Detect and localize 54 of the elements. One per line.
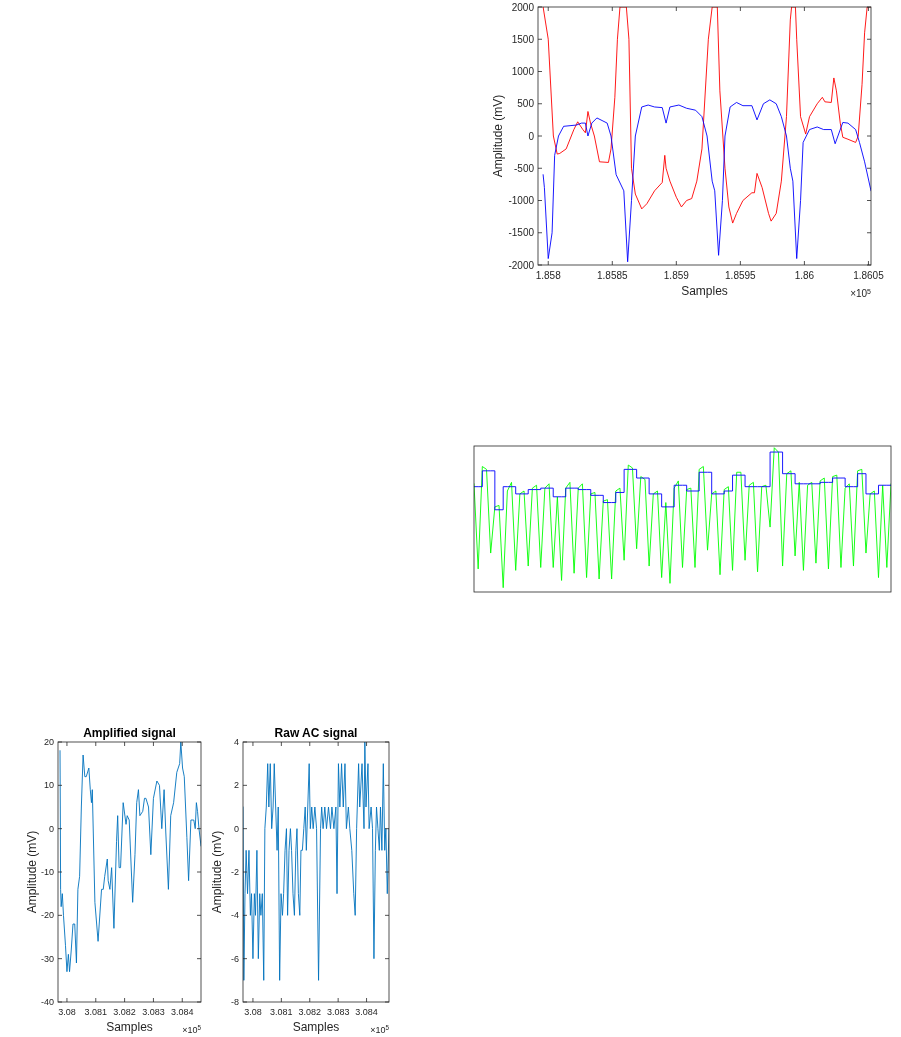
y-tick-label: 0 — [233, 823, 239, 834]
x-tick-label: 3.08 — [244, 1007, 262, 1017]
x-tick-label: 1.859 — [663, 270, 690, 281]
y-axis-title: Amplitude (mV) — [210, 830, 224, 914]
x-tick-label: 1.8605 — [853, 270, 885, 281]
y-tick-label: 500 — [517, 98, 535, 110]
y-tick-label: 1500 — [511, 33, 535, 45]
x-tick-label: 3.084 — [355, 1007, 378, 1017]
y-tick-label: -20 — [40, 910, 54, 921]
x-tick-label: 3.081 — [270, 1007, 293, 1017]
x-tick-label: 3.084 — [170, 1007, 194, 1017]
y-tick-label: -500 — [513, 162, 535, 174]
text: ×10$^{5}$ — [182, 1023, 202, 1035]
chart-title: Amplified signal — [83, 726, 176, 740]
y-tick-label: 10 — [43, 780, 54, 791]
x-tick-label: 3.082 — [113, 1007, 136, 1017]
y-tick-label: 1000 — [511, 66, 535, 77]
chart-title: Raw AC signal — [274, 726, 358, 740]
x-tick-label: 1.86 — [794, 270, 815, 281]
y-tick-label: 2 — [233, 780, 239, 791]
y-tick-label: -30 — [40, 953, 54, 964]
x-tick-label: 1.8595 — [725, 270, 757, 281]
y-tick-label: -1000 — [508, 195, 535, 206]
x-tick-label: 3.082 — [298, 1007, 322, 1017]
y-tick-label: -40 — [40, 997, 54, 1008]
x-tick-label: 3.081 — [84, 1007, 108, 1017]
y-tick-label: 2000 — [511, 1, 535, 13]
y-tick-label: -2000 — [508, 259, 535, 271]
line-series — [243, 742, 389, 981]
y-tick-label: -2 — [230, 867, 239, 878]
y-axis-title: Amplitude (mV) — [25, 830, 39, 914]
y-tick-label: -4 — [230, 910, 239, 921]
x-tick-label: 1.858 — [535, 270, 562, 281]
x-axis-title: Samples — [681, 284, 728, 298]
x-axis-title: Samples — [106, 1020, 153, 1034]
x-tick-label: 3.083 — [142, 1007, 165, 1017]
y-axis-title: Amplitude (mV) — [491, 94, 505, 178]
y-tick-label: 4 — [233, 737, 239, 748]
line-series — [542, 99, 871, 263]
line-series — [542, 7, 871, 224]
line-series — [59, 742, 201, 973]
x-tick-label: 3.08 — [58, 1007, 76, 1017]
y-tick-label: 20 — [43, 737, 54, 748]
y-tick-label: -8 — [230, 997, 239, 1008]
y-tick-label: 0 — [48, 823, 54, 834]
y-tick-label: 0 — [528, 130, 535, 142]
y-tick-label: -1500 — [508, 227, 535, 239]
text: ×10$^{5}$ — [850, 287, 872, 299]
y-tick-label: -6 — [230, 953, 239, 964]
x-tick-label: 3.083 — [326, 1007, 350, 1017]
x-axis-title: Samples — [292, 1020, 340, 1034]
x-tick-label: 1.8585 — [596, 270, 629, 281]
text: ×10$^{5}$ — [370, 1023, 390, 1035]
y-tick-label: -10 — [40, 867, 54, 878]
